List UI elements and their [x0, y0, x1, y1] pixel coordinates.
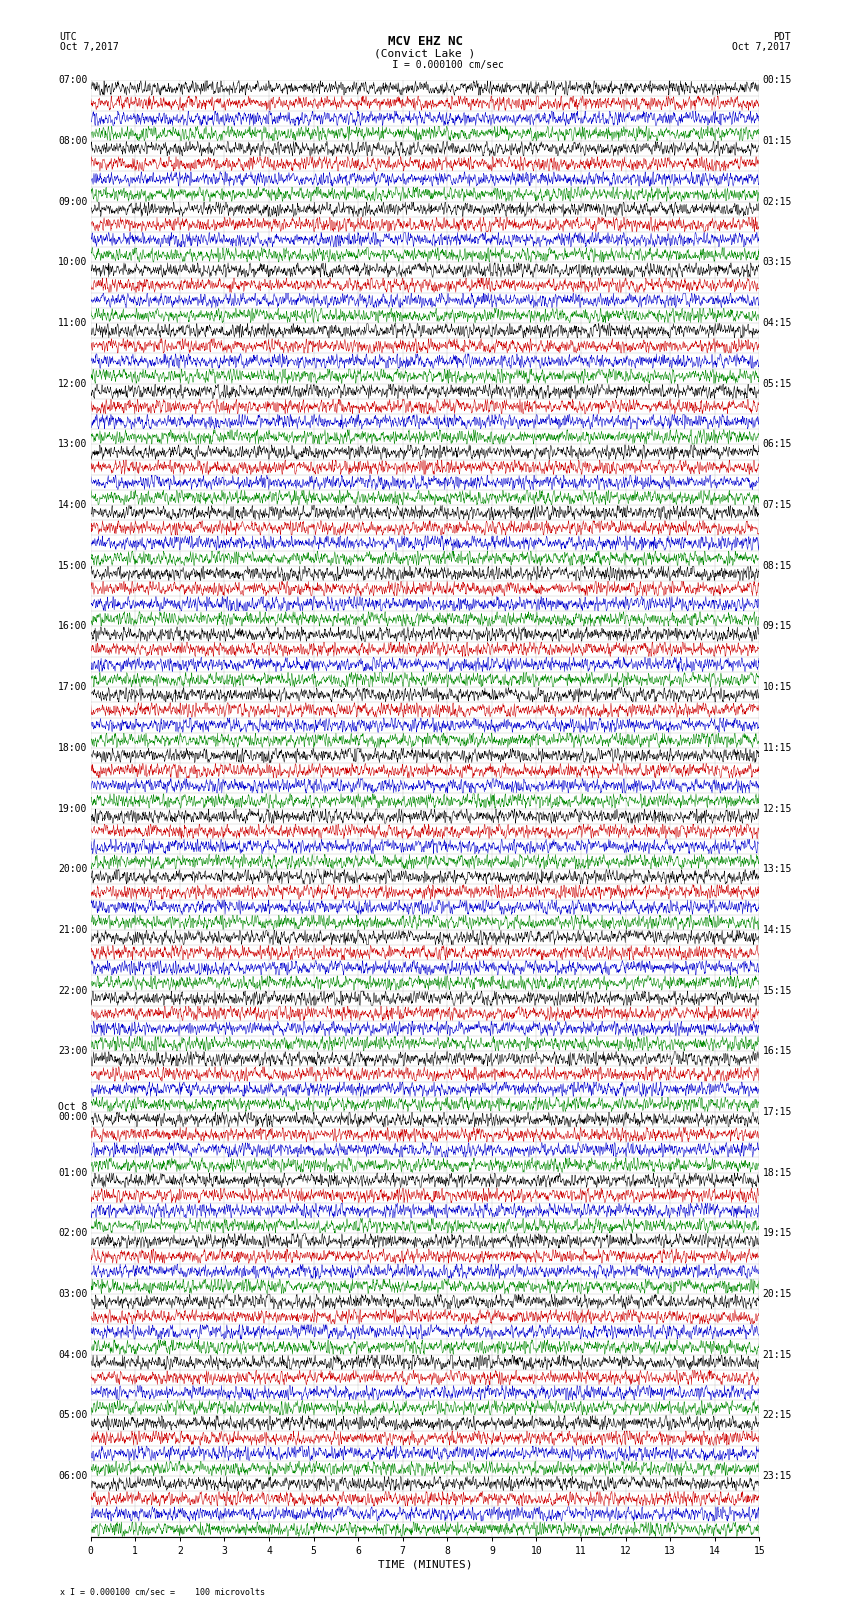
Text: 06:15: 06:15: [762, 439, 792, 450]
Text: 23:00: 23:00: [58, 1047, 88, 1057]
Text: I: I: [392, 60, 399, 69]
Text: 03:00: 03:00: [58, 1289, 88, 1298]
Text: 07:00: 07:00: [58, 76, 88, 85]
Text: 03:15: 03:15: [762, 258, 792, 268]
Text: 18:00: 18:00: [58, 744, 88, 753]
Text: PDT: PDT: [773, 32, 790, 42]
X-axis label: TIME (MINUTES): TIME (MINUTES): [377, 1560, 473, 1569]
Text: 14:15: 14:15: [762, 924, 792, 936]
Text: 10:00: 10:00: [58, 258, 88, 268]
Text: 17:15: 17:15: [762, 1107, 792, 1116]
Text: 07:15: 07:15: [762, 500, 792, 510]
Text: 04:00: 04:00: [58, 1350, 88, 1360]
Text: 09:00: 09:00: [58, 197, 88, 206]
Text: 10:15: 10:15: [762, 682, 792, 692]
Text: 22:15: 22:15: [762, 1410, 792, 1421]
Text: 15:15: 15:15: [762, 986, 792, 995]
Text: Oct 8
00:00: Oct 8 00:00: [58, 1102, 88, 1121]
Text: 01:00: 01:00: [58, 1168, 88, 1177]
Text: x I = 0.000100 cm/sec =    100 microvolts: x I = 0.000100 cm/sec = 100 microvolts: [60, 1587, 264, 1597]
Text: Oct 7,2017: Oct 7,2017: [732, 42, 791, 52]
Text: 16:15: 16:15: [762, 1047, 792, 1057]
Text: 20:15: 20:15: [762, 1289, 792, 1298]
Text: UTC: UTC: [60, 32, 77, 42]
Text: 14:00: 14:00: [58, 500, 88, 510]
Text: 02:00: 02:00: [58, 1227, 88, 1239]
Text: 21:15: 21:15: [762, 1350, 792, 1360]
Text: 05:00: 05:00: [58, 1410, 88, 1421]
Text: 21:00: 21:00: [58, 924, 88, 936]
Text: 17:00: 17:00: [58, 682, 88, 692]
Text: MCV EHZ NC: MCV EHZ NC: [388, 35, 462, 48]
Text: 13:15: 13:15: [762, 865, 792, 874]
Text: 00:15: 00:15: [762, 76, 792, 85]
Text: 02:15: 02:15: [762, 197, 792, 206]
Text: 01:15: 01:15: [762, 135, 792, 147]
Text: 23:15: 23:15: [762, 1471, 792, 1481]
Text: = 0.000100 cm/sec: = 0.000100 cm/sec: [404, 60, 503, 69]
Text: 15:00: 15:00: [58, 561, 88, 571]
Text: 13:00: 13:00: [58, 439, 88, 450]
Text: Oct 7,2017: Oct 7,2017: [60, 42, 118, 52]
Text: 08:15: 08:15: [762, 561, 792, 571]
Text: 04:15: 04:15: [762, 318, 792, 327]
Text: (Convict Lake ): (Convict Lake ): [374, 48, 476, 58]
Text: 11:15: 11:15: [762, 744, 792, 753]
Text: 20:00: 20:00: [58, 865, 88, 874]
Text: 19:00: 19:00: [58, 803, 88, 813]
Text: 11:00: 11:00: [58, 318, 88, 327]
Text: 12:15: 12:15: [762, 803, 792, 813]
Text: 22:00: 22:00: [58, 986, 88, 995]
Text: 12:00: 12:00: [58, 379, 88, 389]
Text: 06:00: 06:00: [58, 1471, 88, 1481]
Text: 08:00: 08:00: [58, 135, 88, 147]
Text: 16:00: 16:00: [58, 621, 88, 632]
Text: 09:15: 09:15: [762, 621, 792, 632]
Text: 05:15: 05:15: [762, 379, 792, 389]
Text: 19:15: 19:15: [762, 1227, 792, 1239]
Text: 18:15: 18:15: [762, 1168, 792, 1177]
